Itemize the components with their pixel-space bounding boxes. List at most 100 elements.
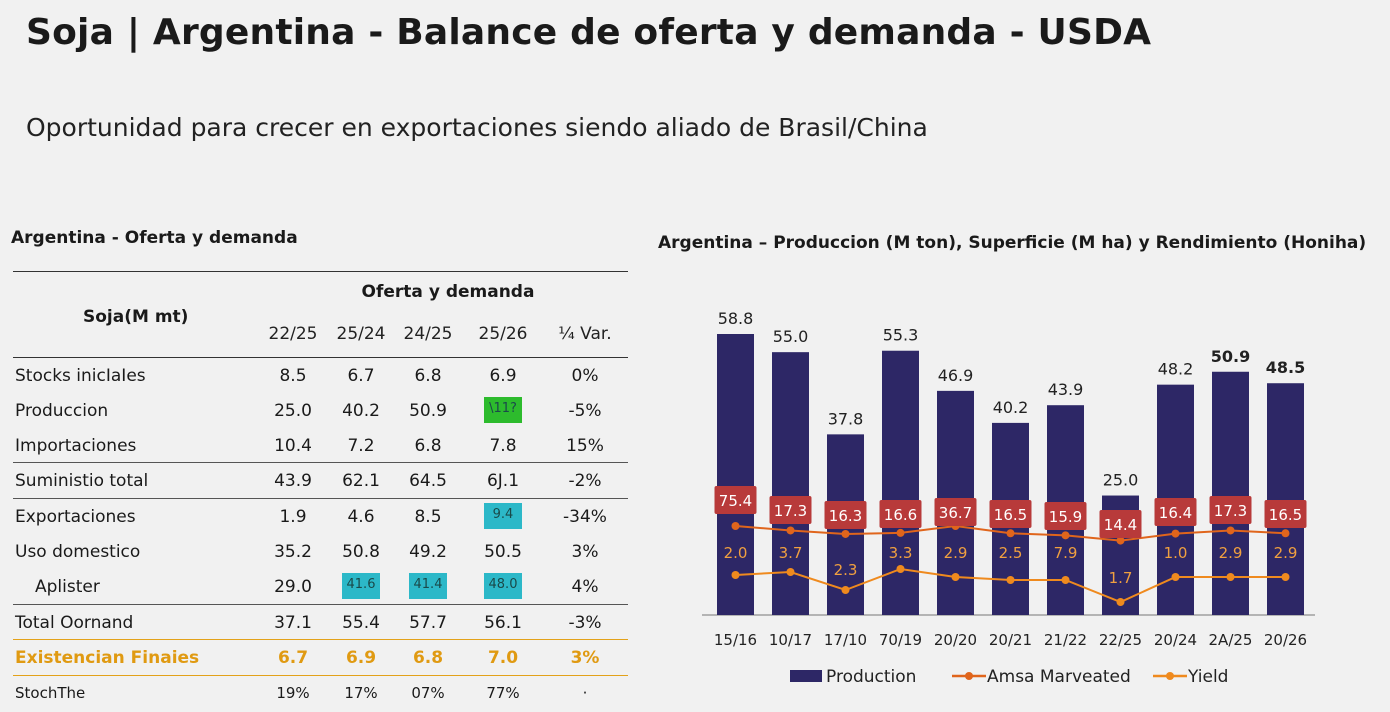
group-header: Oferta y demanda: [361, 282, 535, 302]
yield-value-label: 3.3: [889, 544, 913, 562]
table-cell: 25.0: [274, 400, 312, 421]
page-subtitle: Oportunidad para crecer en exportaciones…: [26, 113, 928, 142]
table-cell: 48.0: [488, 576, 518, 592]
x-tick-label: 20/26: [1264, 631, 1307, 649]
yield-value-label: 3.7: [779, 544, 803, 562]
table-cell: 6.7: [347, 366, 375, 386]
yield-point: [1226, 573, 1235, 581]
row-label: Importaciones: [15, 435, 137, 456]
table-cell: -3%: [568, 612, 602, 633]
table-cell: 3%: [570, 648, 600, 669]
area-point: [1116, 536, 1125, 545]
area-point: [896, 528, 905, 537]
yield-point: [1116, 598, 1125, 606]
area-label-box: [989, 500, 1032, 528]
row-label: Existencian Finaies: [15, 648, 200, 669]
table-cell: 4.6: [347, 507, 375, 528]
table-cell: 7.2: [347, 435, 375, 456]
table-cell: 1.9: [279, 507, 307, 528]
x-tick-label: 21/22: [1044, 631, 1087, 649]
yield-point: [786, 568, 795, 576]
table-cell: -5%: [568, 400, 602, 421]
yield-value-label: 1.0: [1164, 544, 1188, 562]
bar-value-label: 55.0: [773, 327, 809, 346]
area-value-label: 16.4: [1159, 504, 1192, 522]
yield-value-label: 1.7: [1109, 569, 1133, 587]
table-cell: 37.1: [274, 612, 312, 633]
area-label-box: [934, 498, 977, 526]
area-point: [1281, 529, 1290, 538]
row-label: Stocks inicIaIes: [15, 366, 146, 386]
table-cell: 7.8: [489, 435, 517, 456]
table-cell: 55.4: [342, 612, 380, 633]
table-cell: 29.0: [274, 576, 312, 597]
area-point: [841, 529, 850, 538]
area-point: [1171, 529, 1180, 538]
area-point: [786, 526, 795, 535]
area-point: [731, 522, 740, 530]
table-row: Total Oornand 37.1 55.4 57.7 56.1 -3%: [13, 605, 628, 641]
row-label: Exportaciones: [15, 507, 136, 528]
bar-value-label: 43.9: [1048, 380, 1084, 399]
area-value-label: 15.9: [1049, 508, 1082, 526]
legend-area-marker: [965, 672, 973, 680]
table-cell: 43.9: [274, 471, 312, 492]
legend-yield-marker: [1166, 672, 1174, 680]
highlight-green: [484, 396, 522, 423]
area-point: [1006, 529, 1015, 538]
area-label-box: [714, 486, 757, 514]
table-cell: 6.9: [489, 366, 517, 386]
yield-value-label: 7.9: [1054, 544, 1078, 562]
bar-value-label: 55.3: [883, 326, 919, 345]
area-value-label: 17.3: [774, 502, 807, 520]
area-label-box: [1264, 500, 1307, 528]
area-point: [1061, 531, 1070, 540]
table-row: Uso domestico 35.2 50.8 49.2 50.5 3%: [13, 534, 628, 569]
table-cell: -2%: [568, 471, 602, 492]
table-cell: 64.5: [409, 471, 447, 492]
x-tick-label: 10/17: [769, 631, 812, 649]
production-chart: 58.8 15/16 55.0 10/17 37.8 17/10 55.3 70/19 46.9…: [702, 309, 1315, 687]
yield-value-label: 2.9: [1274, 544, 1298, 562]
table-row: Produccion 25.0 40.2 50.9 \11? -5%: [13, 393, 628, 428]
row-label: Uso domestico: [15, 541, 141, 562]
table-cell: 10.4: [274, 435, 312, 456]
yield-point: [1061, 576, 1070, 584]
table-cell: 41.4: [413, 576, 443, 592]
table-cell: 50.9: [409, 400, 447, 421]
yield-point: [951, 573, 960, 581]
table-header: Oferta y demanda Soja(M mt) 22/25 25/24 …: [13, 272, 628, 358]
table-cell: 6.9: [345, 648, 377, 669]
table-cell: 8.5: [279, 366, 307, 386]
yield-point: [841, 586, 850, 594]
table-cell: 62.1: [342, 471, 380, 492]
table-row: Stocks inicIaIes 8.5 6.7 6.8 6.9 0%: [13, 358, 628, 393]
table-cell: ·: [582, 684, 588, 703]
table-cell: 9.4: [492, 507, 514, 523]
legend-production-swatch: [790, 670, 822, 682]
area-label-box: [769, 496, 812, 524]
bar-value-label: 50.9: [1211, 347, 1250, 366]
table-cell: 50.5: [484, 541, 522, 562]
area-label-box: [1044, 502, 1087, 530]
table-cell: 6.8: [414, 435, 442, 456]
x-tick-label: 17/10: [824, 631, 867, 649]
row-label: StochThe: [15, 684, 86, 703]
area-value-label: 16.5: [994, 506, 1027, 524]
area-value-label: 17.3: [1214, 502, 1247, 520]
yield-value-label: 2.3: [834, 561, 858, 579]
bar: [882, 350, 919, 615]
legend-area-label: Amsa Marveated: [987, 667, 1131, 687]
x-tick-label: 20/24: [1154, 631, 1197, 649]
table-row: Existencian Finaies 6.7 6.9 6.8 7.0 3%: [13, 640, 628, 677]
table-cell: 6.8: [414, 366, 442, 386]
table-cell: 40.2: [342, 400, 380, 421]
table-cell: 7.0: [487, 648, 519, 669]
bar-value-label: 40.2: [993, 398, 1029, 417]
yield-value-label: 2.0: [724, 544, 748, 562]
yield-point: [1281, 573, 1290, 581]
supply-demand-table: Oferta y demanda Soja(M mt) 22/25 25/24 …: [13, 271, 628, 711]
area-label-box: [879, 500, 922, 528]
page-title: Soja | Argentina - Balance de oferta y d…: [26, 12, 1152, 53]
column-header: 25/26: [478, 324, 528, 344]
